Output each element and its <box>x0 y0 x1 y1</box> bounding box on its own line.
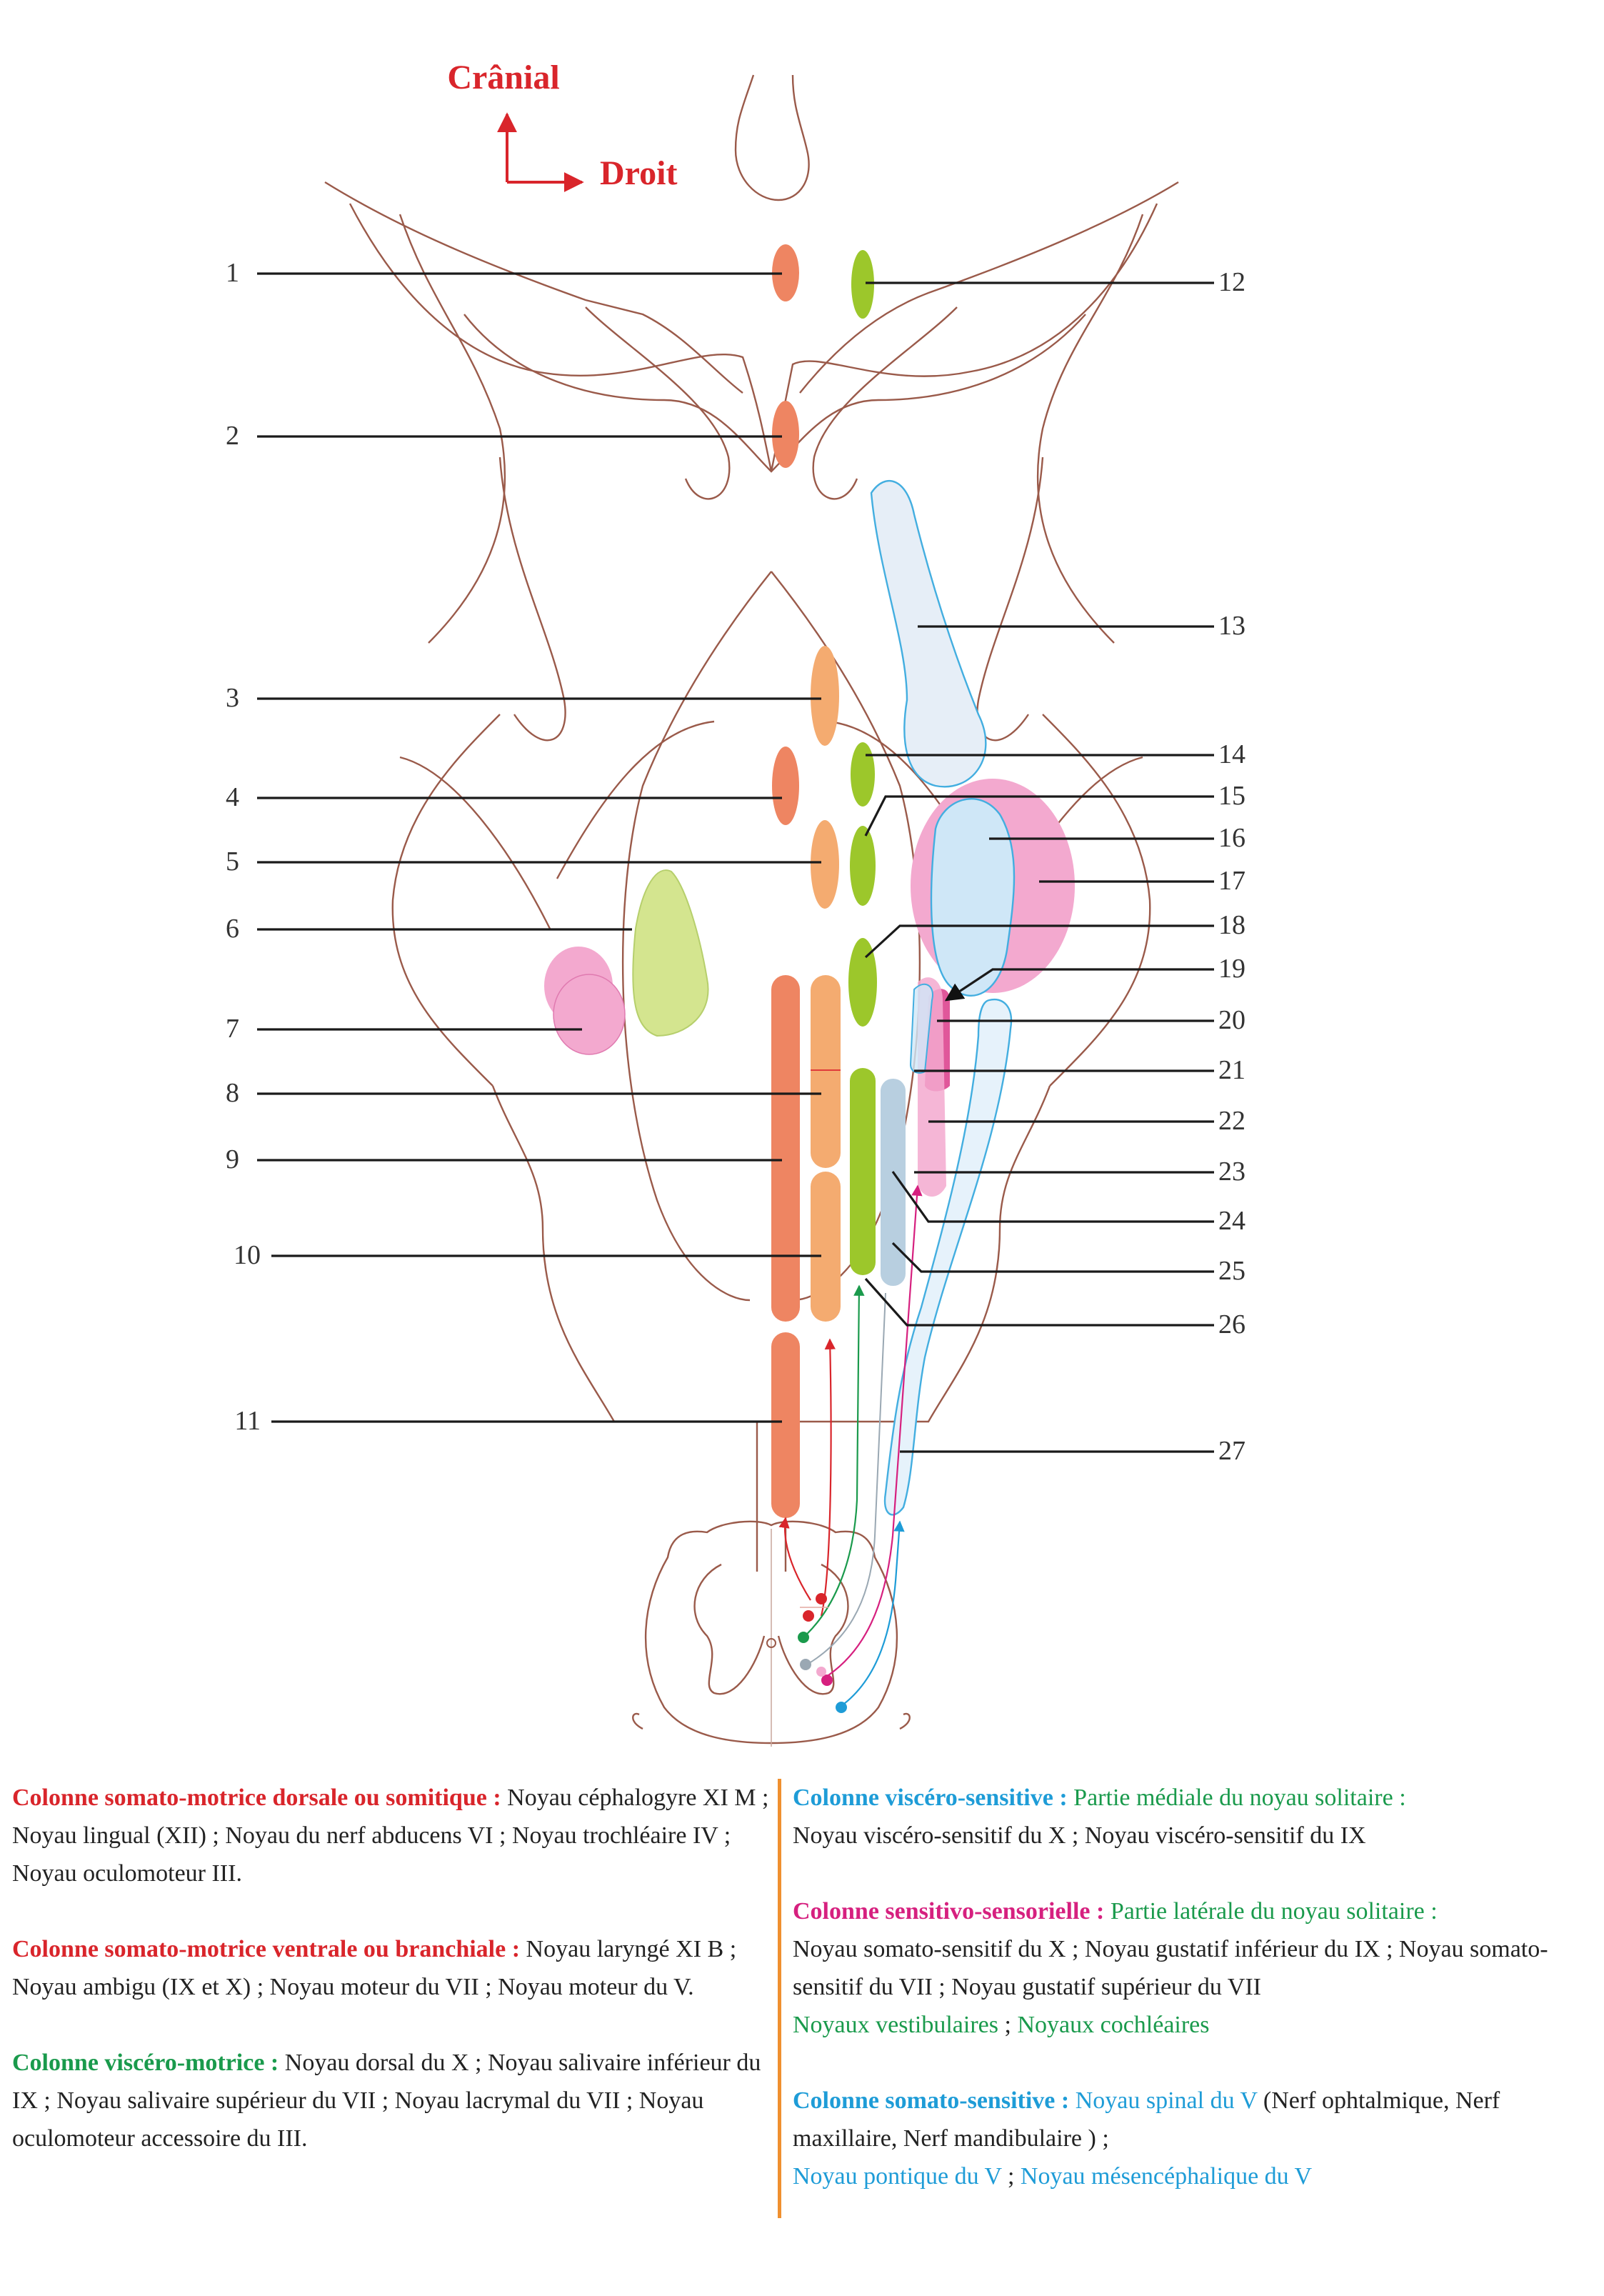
legend-visceral-sensory: Colonne viscéro-sensitive : Partie média… <box>793 1779 1593 1855</box>
legend-text: Noyau dorsal du X ; Noyau salivaire infé… <box>12 2050 761 2152</box>
label-17: 17 <box>1218 866 1245 896</box>
labels-right: 12 13 14 15 16 17 18 19 20 21 22 23 24 2… <box>1218 267 1245 1466</box>
legend-somatic-sensory: Colonne somato-sensitive : Noyau spinal … <box>793 2082 1593 2195</box>
legend-somatic-motor-dorsal: Colonne somato-motrice dorsale ou somiti… <box>12 1779 769 1892</box>
legend-subtitle: Partie médiale du noyau solitaire : <box>1067 1785 1406 1811</box>
trigeminal-motor-nucleus <box>632 869 709 1037</box>
label-15: 15 <box>1218 781 1245 811</box>
somatic-motor-dorsal-column <box>771 244 800 1518</box>
legend-mesencephalic-v: Noyau mésencéphalique du V <box>1020 2163 1313 2190</box>
label-9: 9 <box>226 1144 239 1174</box>
legend-text: Noyau somato-sensitif du X ; Noyau gusta… <box>793 1936 1548 2000</box>
label-2: 2 <box>226 421 239 451</box>
legend-text: Noyau laryngé XI B ; Noyau ambigu (IX et… <box>12 1936 737 2000</box>
legend-left: Colonne somato-motrice dorsale ou somiti… <box>12 1779 769 2195</box>
label-25: 25 <box>1218 1256 1245 1286</box>
facial-motor-nucleus-b <box>553 974 626 1055</box>
label-14: 14 <box>1218 739 1245 769</box>
label-1: 1 <box>226 258 239 288</box>
labels-left: 1 2 3 4 5 6 7 8 9 10 11 <box>226 258 261 1436</box>
visceral-motor-column <box>848 250 877 1275</box>
brainstem-outline <box>324 74 1179 1747</box>
label-21: 21 <box>1218 1055 1245 1085</box>
legend-somatic-motor-ventral: Colonne somato-motrice ventrale ou branc… <box>12 1930 769 2006</box>
legend-visceral-motor: Colonne viscéro-motrice : Noyau dorsal d… <box>12 2044 769 2157</box>
legend-spinal-v: Noyau spinal du V <box>1069 2087 1258 2114</box>
legend-separator: ; <box>1001 2163 1021 2190</box>
legend-title: Colonne somato-sensitive : <box>793 2087 1070 2114</box>
legend-right: Colonne viscéro-sensitive : Partie média… <box>793 1779 1593 2233</box>
label-7: 7 <box>226 1014 239 1044</box>
legend-cochlear: Noyaux cochléaires <box>1017 2012 1210 2038</box>
legend-vestibular: Noyaux vestibulaires <box>793 2012 998 2038</box>
legend-text: (Nerf ophtalmique, Nerf maxillaire, Nerf… <box>793 2087 1500 2152</box>
label-24: 24 <box>1218 1206 1245 1236</box>
spinal-nucleus-v <box>883 998 1013 1516</box>
label-11: 11 <box>234 1406 261 1436</box>
legend-separator: ; <box>998 2012 1018 2038</box>
somatic-motor-ventral-column <box>811 646 841 1322</box>
label-6: 6 <box>226 914 239 944</box>
legend-subtitle: Partie latérale du noyau solitaire : <box>1104 1898 1438 1925</box>
label-23: 23 <box>1218 1157 1245 1187</box>
label-18: 18 <box>1218 910 1245 940</box>
vestibular-nucleus <box>881 1079 906 1286</box>
legend-title: Colonne sensitivo-sensorielle : <box>793 1898 1105 1925</box>
cranial-label: Crânial <box>447 59 559 96</box>
right-label: Droit <box>600 154 677 192</box>
legend-text: Noyau viscéro-sensitif du X ; Noyau visc… <box>793 1822 1366 1849</box>
fiber-paths <box>778 1184 923 1713</box>
legend-divider <box>778 1779 781 2218</box>
legend-title: Colonne viscéro-sensitive : <box>793 1785 1068 1811</box>
legend-pontine-v: Noyau pontique du V <box>793 2163 1002 2190</box>
label-16: 16 <box>1218 823 1245 853</box>
mesencephalic-nucleus-v <box>870 479 987 788</box>
label-10: 10 <box>234 1240 261 1270</box>
label-20: 20 <box>1218 1005 1245 1035</box>
legend-text: Noyau céphalogyre XI M ; Noyau lingual (… <box>12 1785 769 1887</box>
legend-title: Colonne viscéro-motrice : <box>12 2050 279 2076</box>
label-4: 4 <box>226 782 239 812</box>
brainstem-diagram: Crânial Droit <box>226 59 1245 1747</box>
label-8: 8 <box>226 1078 239 1108</box>
label-22: 22 <box>1218 1106 1245 1136</box>
leader-lines-left <box>257 272 821 1423</box>
label-12: 12 <box>1218 267 1245 297</box>
legend-title: Colonne somato-motrice dorsale ou somiti… <box>12 1785 501 1811</box>
leader-lines-right <box>864 281 1214 1453</box>
pontine-nucleus-v <box>930 798 1016 997</box>
label-19: 19 <box>1218 954 1245 984</box>
label-27: 27 <box>1218 1436 1245 1466</box>
legend-title: Colonne somato-motrice ventrale ou branc… <box>12 1936 521 1962</box>
label-13: 13 <box>1218 611 1245 641</box>
label-5: 5 <box>226 847 239 877</box>
legend-sensory-sensorial: Colonne sensitivo-sensorielle : Partie l… <box>793 1892 1593 2044</box>
label-3: 3 <box>226 683 239 713</box>
label-26: 26 <box>1218 1309 1245 1339</box>
orientation-indicator: Crânial Droit <box>447 59 677 192</box>
